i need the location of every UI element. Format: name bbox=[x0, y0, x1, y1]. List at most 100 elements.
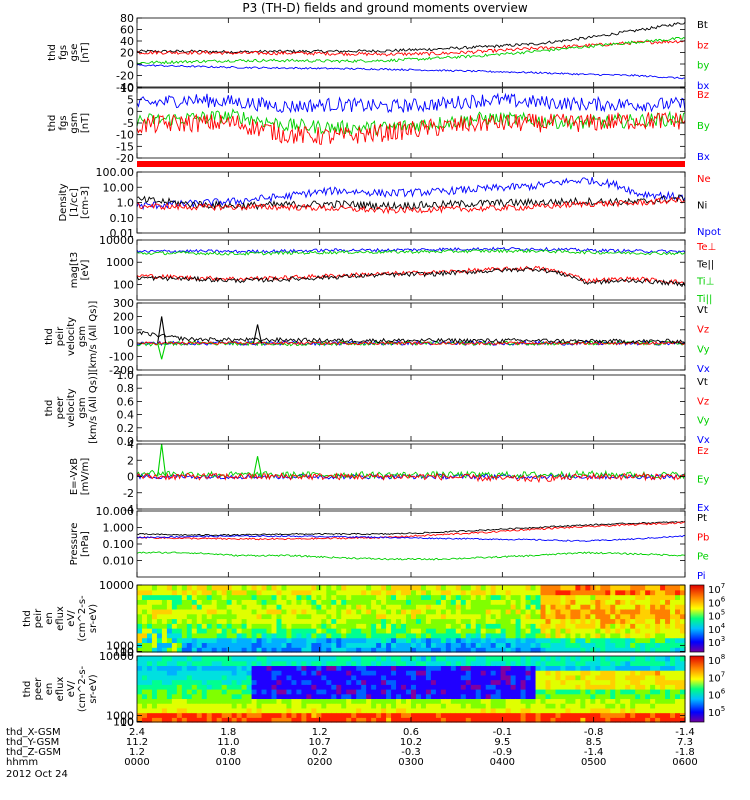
spectrogram-cell bbox=[316, 656, 322, 662]
spectrogram-cell bbox=[386, 628, 392, 634]
spectrogram-cell bbox=[555, 604, 562, 610]
spectrogram-cell bbox=[216, 599, 223, 605]
spectrogram-cell bbox=[500, 647, 507, 653]
spectrogram-cell bbox=[415, 608, 422, 615]
spectrogram-cell bbox=[176, 599, 183, 605]
spectrogram-cell bbox=[590, 689, 596, 695]
spectrogram-cell bbox=[455, 712, 462, 718]
spectrogram-cell bbox=[386, 684, 392, 690]
y-tick-label: 200 bbox=[113, 310, 134, 323]
ephemeris-value: 0600 bbox=[672, 757, 697, 768]
spectrogram-cell bbox=[376, 594, 382, 600]
spectrogram-cell bbox=[411, 660, 417, 667]
spectrogram-cell bbox=[575, 623, 581, 629]
spectrogram-cell bbox=[201, 618, 208, 624]
spectrogram-cell bbox=[191, 589, 198, 596]
spectrogram-cell bbox=[500, 665, 507, 671]
spectrogram-cell bbox=[306, 698, 312, 704]
spectrogram-cell bbox=[530, 712, 537, 718]
spectrogram-cell bbox=[480, 599, 487, 605]
spectrogram-cell bbox=[206, 717, 213, 723]
spectrogram-cell bbox=[201, 660, 208, 667]
spectrogram-cell bbox=[435, 712, 442, 718]
spectrogram-cell bbox=[196, 670, 203, 676]
spectrogram-cell bbox=[530, 594, 537, 600]
spectrogram-cell bbox=[236, 665, 243, 671]
spectrogram-cell bbox=[670, 712, 676, 718]
spectrogram-cell bbox=[331, 637, 337, 644]
spectrogram-cell bbox=[475, 679, 482, 685]
spectrogram-cell bbox=[266, 585, 273, 591]
spectrogram-cell bbox=[406, 589, 412, 596]
spectrogram-cell bbox=[151, 628, 158, 634]
spectrogram-cell bbox=[510, 599, 517, 605]
spectrogram-cell bbox=[331, 608, 337, 615]
spectrogram-cell bbox=[525, 689, 532, 695]
y-axis-label: thd bbox=[22, 681, 33, 698]
spectrogram-cell bbox=[425, 642, 432, 648]
spectrogram-cell bbox=[246, 703, 253, 709]
spectrogram-cell bbox=[475, 613, 482, 620]
legend-entry: Ti|| bbox=[696, 294, 712, 305]
spectrogram-cell bbox=[256, 707, 263, 714]
spectrogram-cell bbox=[366, 717, 372, 723]
spectrogram-cell bbox=[176, 703, 183, 709]
spectrogram-cell bbox=[510, 656, 517, 662]
spectrogram-cell bbox=[391, 707, 397, 714]
spectrogram-cell bbox=[580, 712, 586, 718]
spectrogram-cell bbox=[161, 665, 168, 671]
spectrogram-cell bbox=[450, 585, 457, 591]
spectrogram-cell bbox=[161, 674, 168, 681]
spectrogram-cell bbox=[580, 665, 586, 671]
spectrogram-cell bbox=[425, 703, 432, 709]
spectrogram-cell bbox=[306, 712, 312, 718]
spectrogram-cell bbox=[600, 642, 606, 648]
spectrogram-cell bbox=[411, 604, 417, 610]
spectrogram-cell bbox=[261, 698, 268, 704]
spectrogram-cell bbox=[545, 585, 552, 591]
spectrogram-cell bbox=[630, 594, 636, 600]
spectrogram-cell bbox=[415, 628, 422, 634]
spectrogram-cell bbox=[406, 689, 412, 695]
spectrogram-cell bbox=[206, 618, 213, 624]
spectrogram-cell bbox=[186, 628, 193, 634]
spectrogram-cell bbox=[585, 665, 591, 671]
spectrogram-cell bbox=[485, 698, 492, 704]
spectrogram-cell bbox=[396, 679, 402, 685]
spectrogram-cell bbox=[291, 589, 298, 596]
spectrogram-cell bbox=[650, 599, 656, 605]
spectrogram-cell bbox=[640, 632, 646, 639]
spectrogram-cell bbox=[411, 632, 417, 639]
spectrogram-cell bbox=[585, 698, 591, 704]
spectrogram-cell bbox=[620, 693, 626, 700]
spectrogram-cell bbox=[351, 689, 357, 695]
spectrogram-cell bbox=[480, 707, 487, 714]
spectrogram-cell bbox=[450, 656, 457, 662]
spectrogram-cell bbox=[615, 712, 621, 718]
spectrogram-cell bbox=[605, 698, 611, 704]
spectrogram-cell bbox=[336, 604, 342, 610]
spectrogram-cell bbox=[430, 679, 437, 685]
spectrogram-cell bbox=[530, 660, 537, 667]
spectrogram-cell bbox=[241, 608, 248, 615]
spectrogram-cell bbox=[520, 632, 527, 639]
spectrogram-cell bbox=[630, 647, 636, 653]
ephemeris-value: 0.6 bbox=[403, 727, 419, 738]
spectrogram-cell bbox=[625, 599, 631, 605]
spectrogram-cell bbox=[620, 623, 626, 629]
spectrogram-cell bbox=[505, 604, 512, 610]
spectrogram-cell bbox=[246, 604, 253, 610]
spectrogram-cell bbox=[191, 712, 198, 718]
spectrogram-cell bbox=[480, 604, 487, 610]
spectrogram-cell bbox=[660, 642, 666, 648]
y-axis-label: eV/ bbox=[66, 680, 77, 697]
spectrogram-cell bbox=[376, 712, 382, 718]
y-tick-label: 10 bbox=[120, 646, 134, 659]
spectrogram-cell bbox=[540, 647, 547, 653]
spectrogram-cell bbox=[425, 707, 432, 714]
spectrogram-cell bbox=[595, 707, 601, 714]
spectrogram-cell bbox=[146, 594, 153, 600]
spectrogram-cell bbox=[415, 594, 422, 600]
spectrogram-cell bbox=[675, 670, 681, 676]
spectrogram-cell bbox=[406, 623, 412, 629]
